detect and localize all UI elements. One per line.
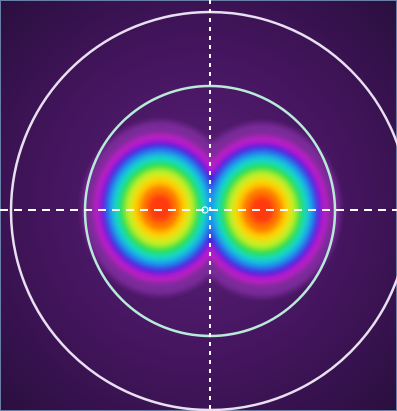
contour	[147, 193, 173, 223]
beam-profile	[0, 0, 397, 411]
page: (() => { const g = document.getElementBy…	[0, 0, 397, 411]
